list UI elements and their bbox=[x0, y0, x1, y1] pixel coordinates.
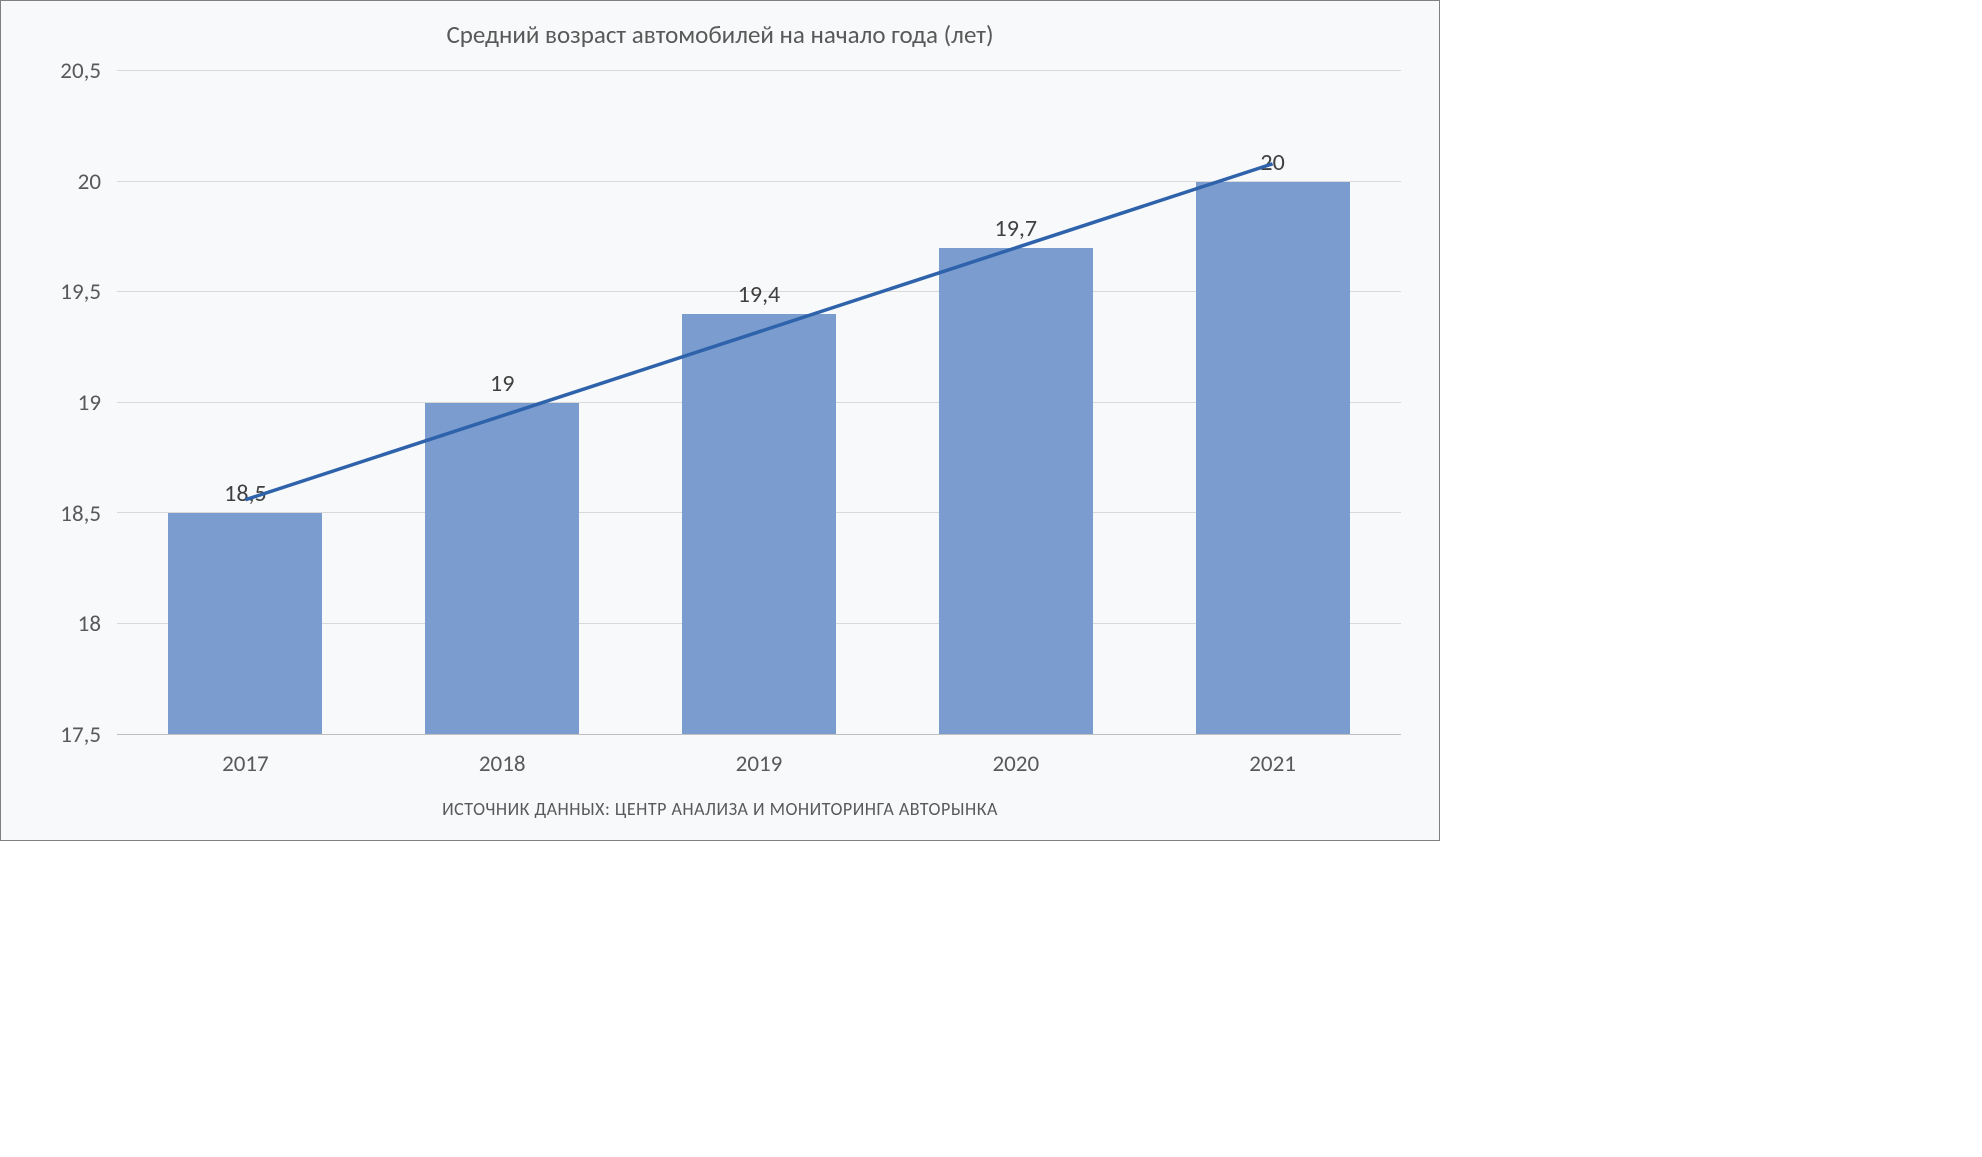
bar-value-label: 19,4 bbox=[738, 280, 780, 309]
x-tick-label: 2017 bbox=[117, 750, 374, 778]
bar: 19 bbox=[425, 403, 579, 735]
y-tick-label: 18 bbox=[78, 610, 101, 638]
bar: 19,4 bbox=[682, 314, 836, 734]
y-tick-label: 18,5 bbox=[60, 500, 101, 528]
bar-slot: 20 bbox=[1144, 71, 1401, 734]
bar: 20 bbox=[1196, 182, 1350, 734]
y-tick-label: 19,5 bbox=[60, 278, 101, 306]
bar-slot: 19 bbox=[374, 71, 631, 734]
chart-container: Средний возраст автомобилей на начало го… bbox=[0, 0, 1440, 841]
x-tick-label: 2021 bbox=[1144, 750, 1401, 778]
bar-value-label: 19 bbox=[490, 369, 514, 398]
bar: 19,7 bbox=[939, 248, 1093, 734]
x-axis: 2017 2018 2019 2020 2021 bbox=[117, 750, 1401, 778]
bar: 18,5 bbox=[168, 513, 322, 734]
x-tick-label: 2018 bbox=[374, 750, 631, 778]
bar-value-label: 19,7 bbox=[995, 214, 1037, 243]
bar-slot: 18,5 bbox=[117, 71, 374, 734]
bar-value-label: 18,5 bbox=[224, 479, 266, 508]
source-caption: ИСТОЧНИК ДАННЫХ: ЦЕНТР АНАЛИЗА И МОНИТОР… bbox=[1, 798, 1439, 820]
bar-value-label: 20 bbox=[1260, 148, 1284, 177]
y-tick-label: 20,5 bbox=[60, 57, 101, 85]
plot-wrap: 17,5 18 18,5 19 19,5 20 20,5 18,5 bbox=[39, 71, 1401, 735]
x-tick-label: 2019 bbox=[631, 750, 888, 778]
x-tick-label: 2020 bbox=[887, 750, 1144, 778]
bar-slot: 19,4 bbox=[631, 71, 888, 734]
y-tick-label: 17,5 bbox=[60, 721, 101, 749]
y-tick-label: 20 bbox=[78, 168, 101, 196]
y-axis: 17,5 18 18,5 19 19,5 20 20,5 bbox=[39, 71, 109, 735]
chart-title: Средний возраст автомобилей на начало го… bbox=[1, 1, 1439, 60]
y-tick-label: 19 bbox=[78, 389, 101, 417]
bar-slot: 19,7 bbox=[887, 71, 1144, 734]
bars-group: 18,5 19 19,4 19,7 bbox=[117, 71, 1401, 734]
plot-area: 18,5 19 19,4 19,7 bbox=[117, 71, 1401, 735]
